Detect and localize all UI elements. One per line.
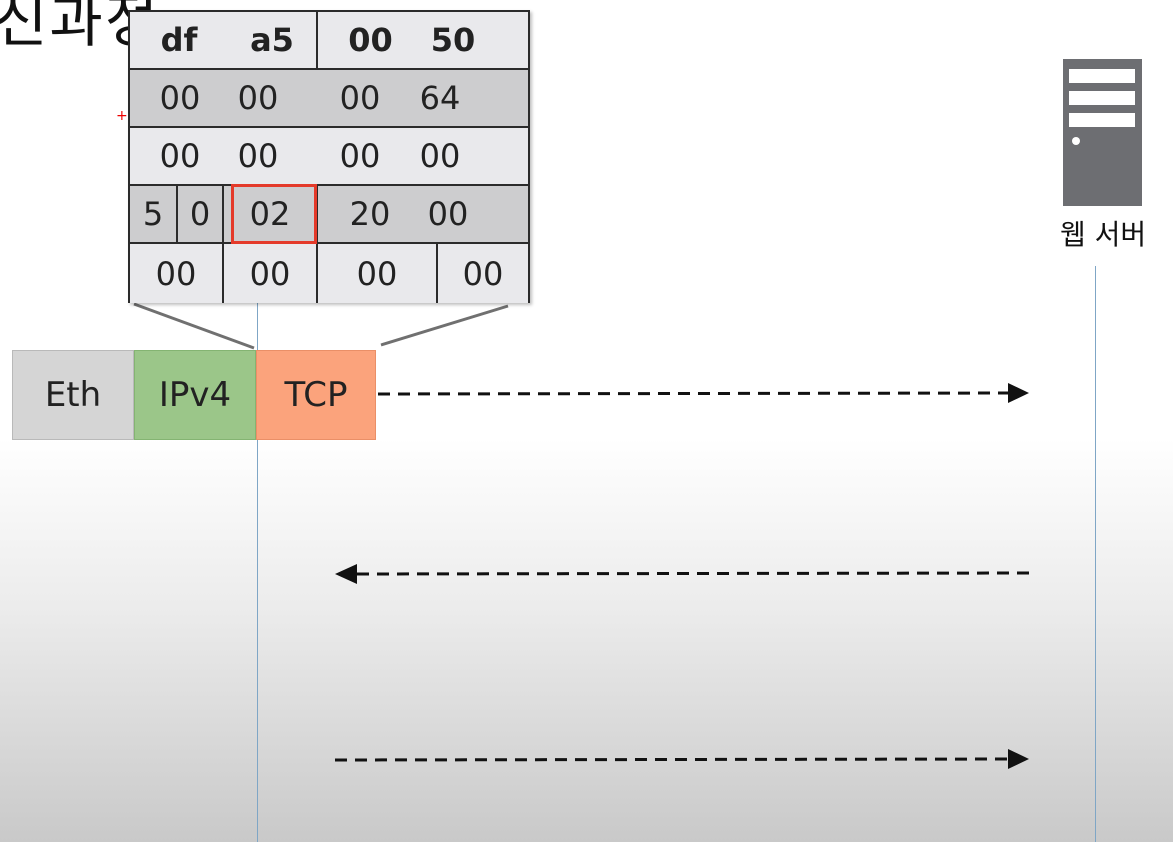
- header-cell: 0: [178, 186, 224, 242]
- server-lifeline: [1095, 266, 1096, 842]
- arrow-ack: [334, 749, 1029, 769]
- packet-layer-tcp: TCP: [256, 350, 376, 440]
- header-row-4: 5 0 02 20 00: [130, 184, 528, 244]
- header-cell: 00: [159, 79, 201, 117]
- tcp-header-table: df a5 00 50 00 00 00 64 00 00 00 00 5 0 …: [128, 10, 530, 303]
- arrow-request: [377, 383, 1029, 403]
- client-lifeline: [257, 300, 258, 842]
- header-cell: 00: [224, 244, 318, 303]
- cursor-marker: +: [116, 108, 128, 124]
- header-cell: df: [160, 21, 198, 59]
- header-cell: 5: [130, 186, 178, 242]
- header-cell: 00: [339, 137, 381, 175]
- server-icon: [1063, 59, 1142, 206]
- header-cell: a5: [228, 12, 318, 68]
- header-cell: 00: [419, 137, 461, 175]
- header-row-3: 00 00 00 00: [130, 128, 528, 186]
- header-cell: 00: [130, 244, 224, 303]
- header-row-1: df a5 00 50: [130, 12, 528, 70]
- header-cell: 00: [237, 79, 279, 117]
- header-cell: 00: [237, 137, 279, 175]
- header-cell: 00: [348, 21, 393, 59]
- syn-flag-highlight: [231, 184, 317, 244]
- packet-layer-eth: Eth: [12, 350, 134, 440]
- callout-line-left: [133, 302, 255, 350]
- header-cell: 64: [419, 79, 461, 117]
- callout-line-right: [380, 304, 509, 347]
- header-cell-flags: 02: [224, 186, 318, 242]
- packet-layer-ipv4: IPv4: [134, 350, 256, 440]
- server-label: 웹 서버: [1060, 218, 1147, 251]
- header-row-2: 00 00 00 64: [130, 70, 528, 128]
- header-cell: 50: [430, 21, 476, 59]
- header-cell: 00: [427, 195, 469, 233]
- header-cell: 00: [318, 244, 438, 303]
- header-cell: 00: [159, 137, 201, 175]
- header-cell: 00: [339, 79, 381, 117]
- arrow-response: [335, 564, 1030, 584]
- header-row-5: 00 00 00 00: [130, 244, 528, 303]
- header-cell: 00: [462, 254, 504, 293]
- header-cell: 20: [349, 195, 391, 233]
